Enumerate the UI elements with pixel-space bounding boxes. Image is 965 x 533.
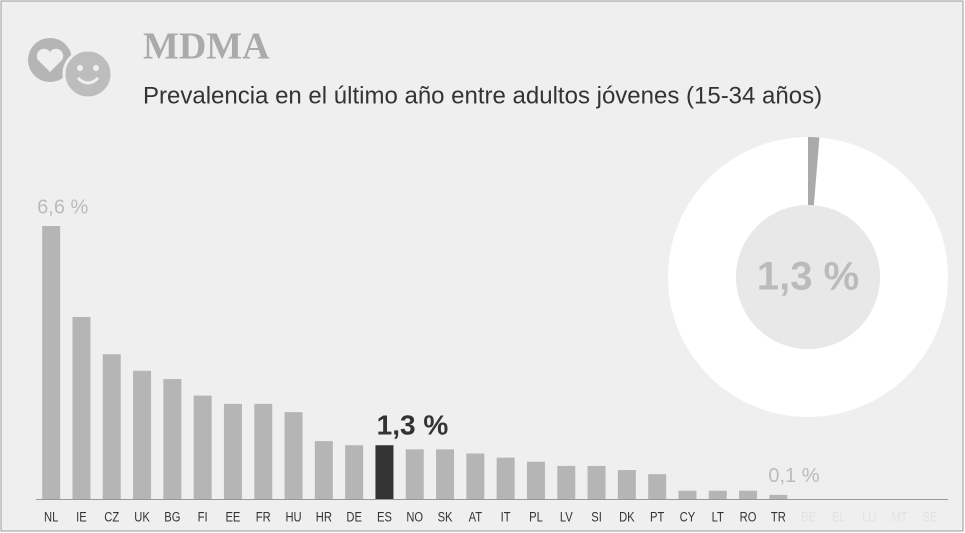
value-label: 0,1 % bbox=[768, 465, 819, 487]
x-tick-label: PL bbox=[529, 510, 543, 525]
bar bbox=[436, 449, 455, 499]
x-tick-label: NL bbox=[44, 510, 58, 525]
x-tick-label: IE bbox=[76, 510, 87, 525]
value-label: 1,3 % bbox=[377, 410, 449, 441]
bar bbox=[708, 490, 727, 499]
x-tick-label: CY bbox=[680, 510, 696, 525]
bar bbox=[375, 445, 394, 499]
x-tick-label: NO bbox=[406, 510, 423, 525]
bar bbox=[133, 370, 152, 499]
x-tick-label: BE bbox=[801, 510, 816, 525]
x-tick-label: DE bbox=[346, 510, 362, 525]
x-tick-label: AT bbox=[469, 510, 483, 525]
bar bbox=[254, 403, 273, 499]
x-tick-label: EL bbox=[832, 510, 846, 525]
x-tick-label: LU bbox=[862, 510, 876, 525]
x-tick-label: LT bbox=[712, 510, 724, 525]
x-tick-label: MT bbox=[891, 510, 907, 525]
x-tick-label: TR bbox=[771, 510, 786, 525]
x-tick-label: SI bbox=[591, 510, 602, 525]
bar bbox=[557, 465, 576, 499]
bar bbox=[587, 465, 606, 499]
x-tick-label: HU bbox=[285, 510, 301, 525]
bar bbox=[769, 494, 788, 499]
donut-slice bbox=[808, 137, 820, 206]
bar bbox=[526, 461, 545, 499]
x-tick-label: IT bbox=[501, 510, 511, 525]
bar bbox=[496, 457, 515, 499]
bar bbox=[405, 449, 424, 499]
donut-label: 1,3 % bbox=[757, 255, 859, 299]
x-tick-label: DK bbox=[619, 510, 635, 525]
bar bbox=[72, 317, 91, 499]
bar bbox=[345, 445, 364, 499]
bar bbox=[42, 226, 61, 499]
x-tick-label: SE bbox=[922, 510, 937, 525]
bar bbox=[617, 470, 636, 499]
bar bbox=[163, 379, 182, 499]
x-tick-label: HR bbox=[316, 510, 332, 525]
bar bbox=[739, 490, 758, 499]
x-tick-label: FI bbox=[198, 510, 208, 525]
bar bbox=[314, 441, 333, 499]
chart-title: MDMA bbox=[143, 26, 270, 68]
bar bbox=[102, 354, 121, 499]
bar bbox=[466, 453, 485, 499]
donut-hole bbox=[736, 205, 880, 349]
bar bbox=[193, 395, 212, 499]
chart-subtitle: Prevalencia en el último año entre adult… bbox=[143, 82, 822, 109]
bar bbox=[648, 474, 667, 499]
x-tick-label: SK bbox=[438, 510, 453, 525]
x-tick-label: UK bbox=[134, 510, 150, 525]
bar bbox=[678, 490, 697, 499]
x-tick-label: LV bbox=[560, 510, 573, 525]
x-tick-label: FR bbox=[256, 510, 271, 525]
x-tick-label: CZ bbox=[104, 510, 119, 525]
bar bbox=[284, 412, 303, 499]
x-tick-label: BG bbox=[164, 510, 180, 525]
bar bbox=[223, 403, 242, 499]
x-tick-label: RO bbox=[740, 510, 757, 525]
x-tick-label: EE bbox=[225, 510, 240, 525]
x-tick-label: ES bbox=[377, 510, 392, 525]
icon bbox=[28, 38, 114, 100]
value-label: 6,6 % bbox=[37, 196, 88, 218]
x-tick-label: PT bbox=[650, 510, 665, 525]
